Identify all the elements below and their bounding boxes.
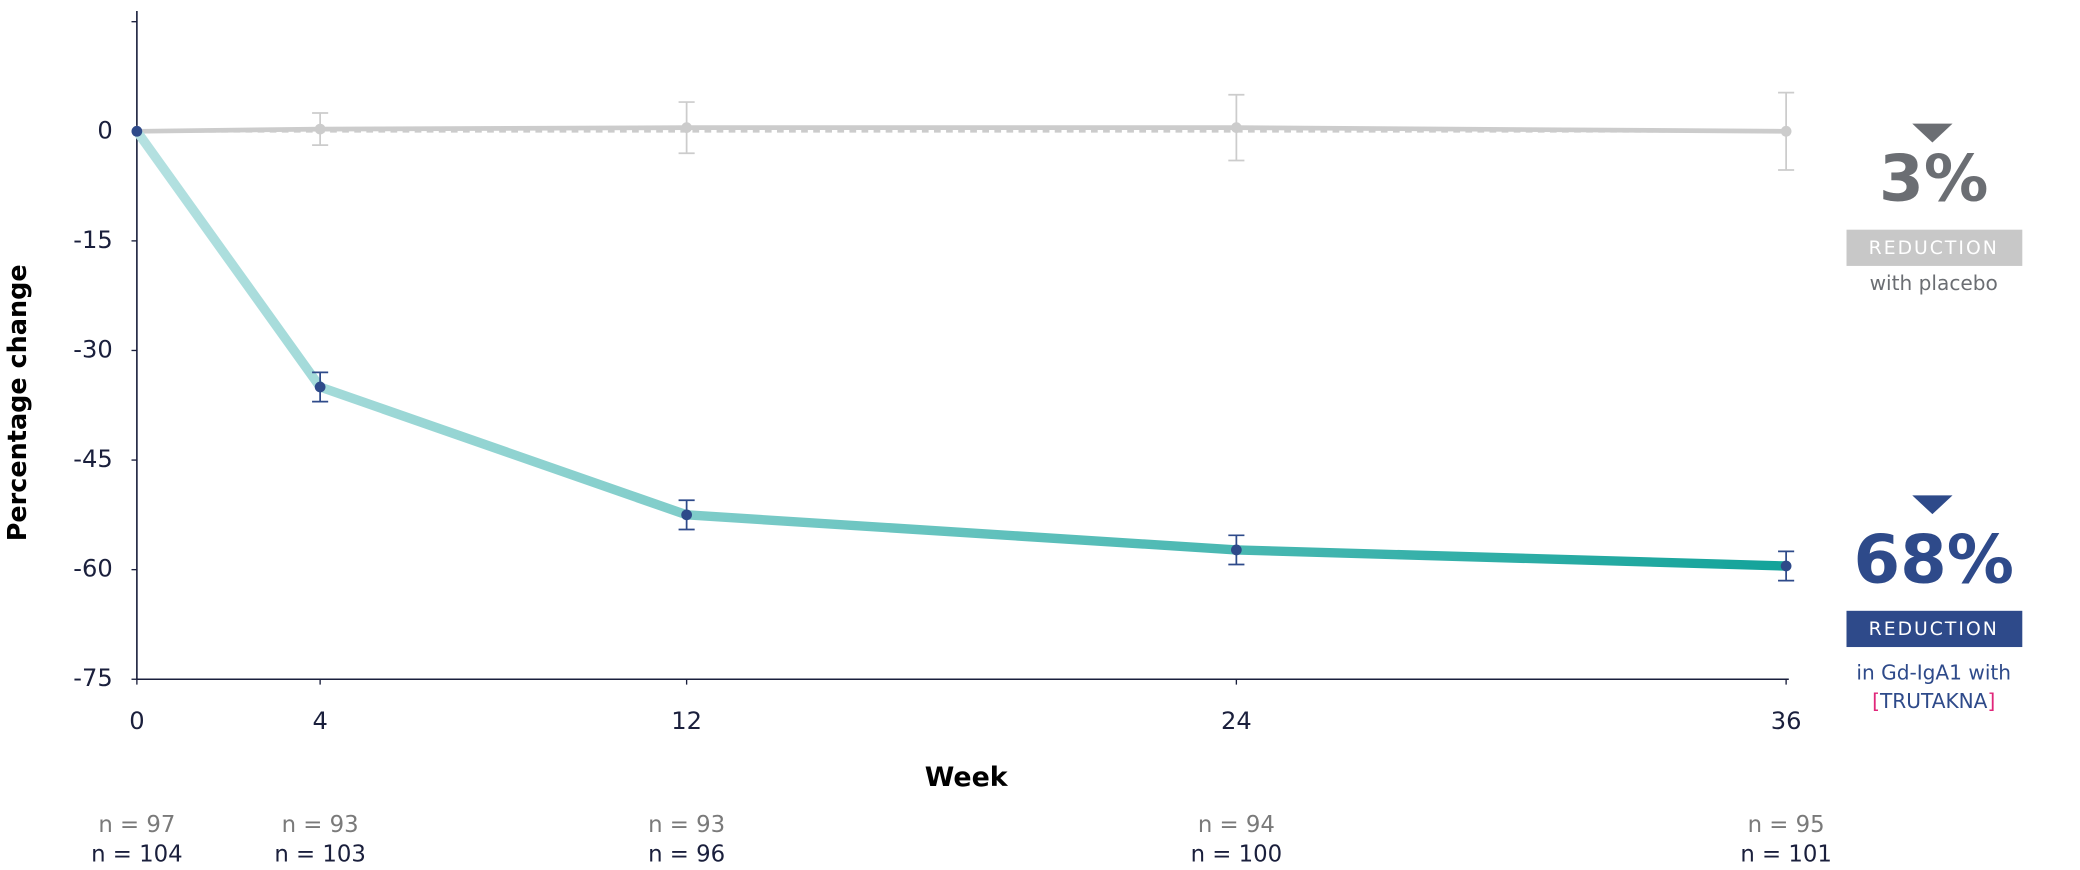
annotation-note: in Gd-IgA1 with <box>1856 660 2011 684</box>
y-tick-label: 0 <box>97 116 112 144</box>
n-label: n = 101 <box>1740 842 1832 866</box>
y-tick-label: -75 <box>73 664 112 692</box>
x-tick-label: 0 <box>129 707 144 735</box>
annotation-box <box>1846 610 2023 648</box>
annotation-box <box>1846 229 2023 266</box>
n-label: n = 96 <box>648 842 725 866</box>
x-tick-label: 12 <box>671 707 702 735</box>
y-tick-label: -30 <box>73 335 112 363</box>
n-label: n = 104 <box>91 842 183 866</box>
annotation-note: with placebo <box>1870 271 1998 295</box>
x-tick-label: 4 <box>312 707 327 735</box>
n-label: n = 93 <box>282 812 359 838</box>
n-label: n = 103 <box>274 842 366 866</box>
n-label: n = 94 <box>1198 812 1275 838</box>
y-tick-label: -60 <box>73 555 112 583</box>
data-point <box>131 125 143 137</box>
annotation-value: 68% <box>1853 520 2014 598</box>
marker-triangle <box>1912 495 1953 515</box>
data-point <box>681 509 692 521</box>
data-point <box>1231 544 1242 556</box>
n-label: n = 93 <box>648 812 725 838</box>
data-point <box>1231 122 1242 134</box>
marker-triangle <box>1912 123 1953 143</box>
annotation-box-text: REDUCTION <box>1869 619 1999 640</box>
series-line <box>133 128 1787 571</box>
data-point <box>1780 560 1792 572</box>
y-tick-label: -45 <box>73 445 112 473</box>
n-label: n = 97 <box>98 812 175 838</box>
y-axis-title: Percentage change <box>3 264 33 541</box>
data-point <box>314 381 326 393</box>
annotation-box-text: REDUCTION <box>1869 238 1999 259</box>
y-tick-label: -15 <box>73 226 112 254</box>
x-tick-label: 24 <box>1221 707 1252 735</box>
x-axis-title: Week <box>925 762 1009 793</box>
data-point <box>1780 125 1792 137</box>
annotation-value: 3% <box>1879 141 1988 216</box>
data-point <box>681 122 692 134</box>
annotation-note: [TRUTAKNA] <box>1872 689 1995 713</box>
n-label: n = 95 <box>1748 812 1825 838</box>
x-tick-label: 36 <box>1771 707 1802 735</box>
data-point <box>314 123 326 135</box>
n-label: n = 100 <box>1191 842 1283 866</box>
